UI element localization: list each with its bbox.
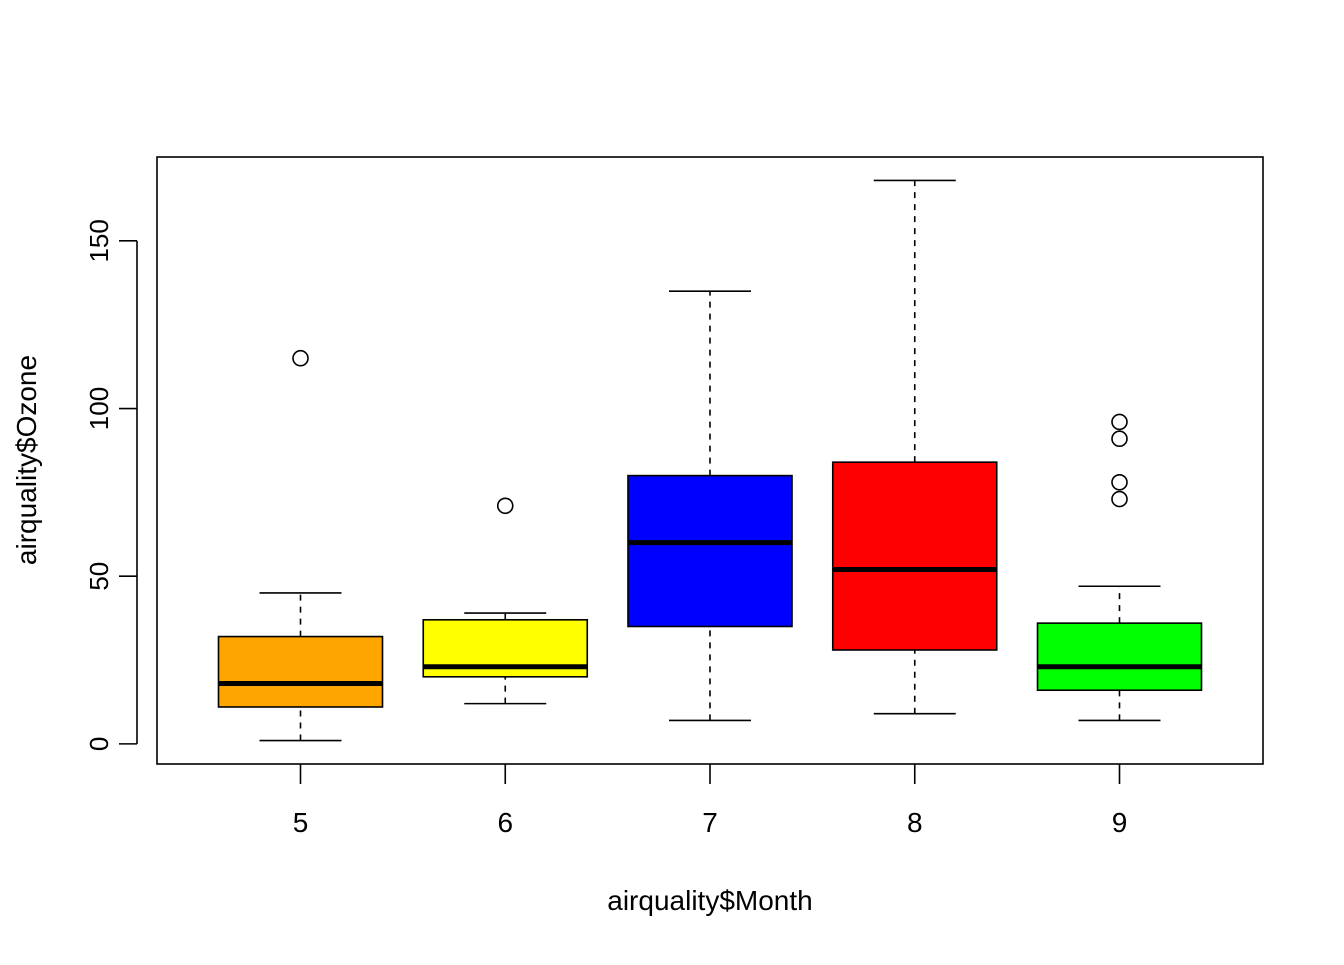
outlier-point — [1111, 413, 1128, 431]
x-tick-label: 8 — [907, 807, 923, 838]
outlier-point — [1111, 490, 1128, 508]
box-iqr — [1036, 622, 1203, 692]
outlier-point — [1111, 473, 1128, 491]
box-month-8 — [831, 179, 998, 715]
box-month-7 — [627, 290, 793, 722]
y-tick-label: 100 — [84, 387, 114, 430]
box-iqr — [217, 635, 384, 708]
y-axis: 0 50 100 150 — [84, 219, 138, 751]
box-month-5 — [217, 349, 384, 742]
box-series — [217, 179, 1203, 742]
outlier-point — [292, 349, 309, 367]
outlier-point — [1111, 430, 1128, 448]
box-month-6 — [422, 497, 589, 705]
y-axis-label: airquality$Ozone — [11, 355, 42, 565]
x-tick-label: 7 — [702, 807, 718, 838]
y-tick-label: 150 — [84, 219, 114, 262]
x-tick-label: 6 — [497, 807, 513, 838]
x-tick-label: 5 — [293, 807, 309, 838]
x-axis: 5 6 7 8 9 — [293, 764, 1128, 838]
box-iqr — [627, 474, 793, 628]
y-tick-label: 0 — [84, 737, 114, 751]
box-iqr — [831, 461, 998, 651]
x-tick-label: 9 — [1112, 807, 1128, 838]
box-month-9 — [1036, 413, 1203, 722]
x-axis-label: airquality$Month — [607, 885, 812, 916]
outlier-point — [496, 497, 514, 515]
y-tick-label: 50 — [84, 562, 114, 591]
